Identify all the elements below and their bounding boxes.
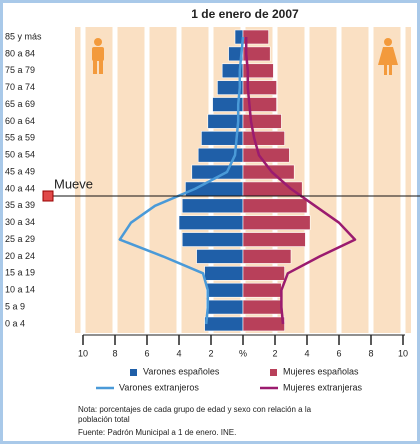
y-tick-label: 55 a 59 — [5, 133, 35, 143]
source: Fuente: Padrón Municipal a 1 de enero. I… — [78, 428, 236, 437]
line — [244, 37, 357, 325]
bar — [242, 299, 282, 315]
bar — [242, 249, 292, 264]
x-tick-label: 10 — [398, 348, 408, 358]
y-tick-label: 50 a 54 — [5, 150, 35, 160]
y-tick-label: 30 a 34 — [5, 217, 35, 227]
x-tick-label: 2 — [208, 348, 213, 358]
x-tick-label: 8 — [112, 348, 117, 358]
x-tick-label: 2 — [272, 348, 277, 358]
legend-swatch — [130, 369, 137, 376]
legend-label: Mujeres españolas — [283, 366, 359, 376]
legend-label: Mujeres extranjeras — [283, 382, 363, 392]
note: Nota: porcentajes de cada grupo de edad … — [78, 405, 312, 414]
bar — [242, 316, 285, 332]
bar — [242, 130, 285, 146]
bar — [196, 249, 244, 264]
bar — [181, 198, 244, 214]
bar — [242, 266, 285, 281]
bar — [205, 299, 244, 315]
bar — [242, 63, 274, 79]
y-tick-label: 5 a 9 — [5, 301, 25, 311]
x-tick-label: 4 — [304, 348, 309, 358]
x-tick-label: 8 — [368, 348, 373, 358]
y-tick-label: 40 a 44 — [5, 183, 35, 193]
y-tick-label: 45 a 49 — [5, 166, 35, 176]
bar — [204, 316, 244, 332]
bar — [242, 215, 311, 230]
y-tick-label: 25 a 29 — [5, 234, 35, 244]
bar — [242, 198, 308, 214]
x-tick-label: 4 — [176, 348, 181, 358]
bar — [181, 232, 244, 247]
y-tick-label: 85 y más — [5, 31, 42, 41]
bar — [242, 80, 277, 95]
x-tick-label: % — [239, 348, 247, 358]
y-tick-label: 65 a 69 — [5, 99, 35, 109]
y-tick-label: 70 a 74 — [5, 82, 35, 92]
chart-title: 1 de enero de 2007 — [191, 7, 299, 21]
bar — [242, 114, 282, 129]
y-tick-label: 75 a 79 — [5, 65, 35, 75]
x-tick-label: 10 — [78, 348, 88, 358]
bar — [242, 97, 277, 112]
slider-label: Mueve — [54, 176, 93, 191]
note: población total — [78, 415, 130, 424]
y-tick-label: 15 a 19 — [5, 268, 35, 278]
male-icon — [92, 38, 104, 74]
x-tick-label: 6 — [144, 348, 149, 358]
y-tick-label: 80 a 84 — [5, 48, 35, 58]
legend-label: Varones extranjeros — [119, 382, 199, 392]
bar — [204, 266, 244, 281]
bar — [242, 164, 295, 180]
bar — [242, 232, 306, 247]
legend-swatch — [270, 369, 277, 376]
bar — [178, 215, 244, 230]
bar — [242, 147, 290, 163]
bar — [242, 181, 303, 197]
y-tick-label: 35 a 39 — [5, 200, 35, 210]
legend-label: Varones españoles — [143, 366, 220, 376]
slider-handle[interactable] — [42, 190, 54, 202]
bar — [242, 282, 282, 298]
y-tick-label: 0 a 4 — [5, 318, 25, 328]
line — [118, 36, 245, 325]
y-tick-label: 10 a 14 — [5, 285, 35, 295]
x-tick-label: 6 — [336, 348, 341, 358]
y-tick-label: 60 a 64 — [5, 116, 35, 126]
bar — [242, 46, 271, 62]
female-icon — [378, 38, 398, 75]
bar — [205, 282, 244, 298]
y-tick-label: 20 a 24 — [5, 251, 35, 261]
